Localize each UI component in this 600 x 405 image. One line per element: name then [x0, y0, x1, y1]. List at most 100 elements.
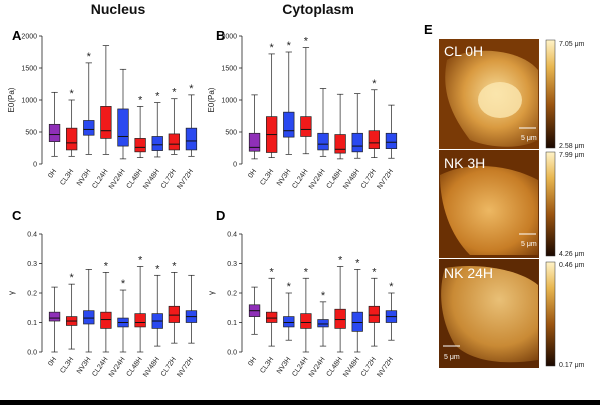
colorbar-2-top: 7.99 μm — [559, 152, 585, 159]
afm-label-3: NK 24H — [444, 265, 493, 281]
nucleus-title: Nucleus — [91, 1, 146, 17]
xtick-label: 0H — [247, 168, 258, 179]
significance-star: * — [270, 266, 275, 278]
afm-nucleus-1 — [478, 82, 522, 118]
colorbar-1-top: 7.05 μm — [559, 41, 585, 48]
panel-b-ytick-label: 0 — [233, 162, 237, 169]
xtick-label: NV48H — [142, 168, 161, 191]
panel-d-ytick-label: 0.2 — [227, 291, 237, 298]
box-nv72h — [185, 127, 198, 151]
box-0h — [48, 311, 61, 322]
significance-star: * — [270, 42, 275, 54]
significance-star: * — [389, 281, 394, 293]
box-nv48h — [151, 136, 163, 151]
significance-star: * — [121, 278, 126, 290]
xtick-label: 0H — [47, 356, 58, 367]
significance-star: * — [70, 272, 75, 284]
box-cl48h — [334, 134, 346, 154]
box-cl72h — [368, 305, 380, 323]
box-cl24h — [100, 311, 112, 329]
significance-star: * — [172, 87, 177, 99]
xtick-label: NV72H — [376, 168, 395, 191]
xtick-label: NV3H — [276, 168, 292, 187]
panel-a-ytick-label: 500 — [25, 130, 37, 137]
xtick-label: NV24H — [308, 168, 327, 191]
box-cl72h — [168, 133, 180, 151]
box-cl72h — [368, 130, 380, 149]
panel-a-chart: A0500100015002000E0(Pa)0H*CL3H*NV3HCL24H… — [7, 28, 198, 191]
box-nv48h — [351, 132, 363, 153]
scale-label-2: 5 μm — [521, 241, 537, 248]
box-nv24h — [317, 319, 329, 328]
afm-cell-3 — [441, 265, 538, 363]
panel-d-ylabel: γ — [207, 291, 216, 295]
cytoplasm-title: Cytoplasm — [282, 1, 354, 17]
box-nv72h — [385, 132, 398, 149]
box-cl24h — [100, 106, 112, 139]
xtick-label: NV48H — [342, 356, 361, 379]
panel-c-ytick-label: 0.2 — [27, 291, 37, 298]
box-cl48h — [134, 138, 146, 153]
panel-d-chart: D0.00.10.20.30.4γ0H*CL3H*NV3H*CL24H*NV24… — [207, 208, 398, 379]
panel-a-letter: A — [12, 28, 22, 43]
xtick-label: 0H — [47, 168, 58, 179]
box-nv24h — [317, 132, 329, 151]
box-0h — [248, 132, 261, 152]
significance-star: * — [338, 254, 343, 266]
significance-star: * — [304, 36, 309, 48]
panel-c-ytick-label: 0.0 — [27, 350, 37, 357]
xtick-label: CL3H — [259, 356, 275, 375]
box-nv24h — [117, 108, 129, 147]
afm-label-2: NK 3H — [444, 155, 485, 171]
scale-label-1: 5 μm — [521, 135, 537, 142]
significance-star: * — [287, 281, 292, 293]
xtick-label: CL3H — [259, 168, 275, 187]
scale-label-3: 5 μm — [444, 354, 460, 361]
panel-c-ytick-label: 0.1 — [27, 320, 37, 327]
significance-star: * — [138, 254, 143, 266]
box-cl3h — [266, 311, 278, 323]
panel-b-ytick-label: 2000 — [221, 34, 237, 41]
panel-b-ylabel: E0(Pa) — [207, 87, 216, 112]
significance-star: * — [372, 266, 377, 278]
box-nv3h — [283, 111, 295, 138]
xtick-label: NV72H — [176, 168, 195, 191]
significance-star: * — [138, 94, 143, 106]
box-cl48h — [334, 308, 346, 329]
significance-star: * — [70, 88, 75, 100]
significance-star: * — [372, 78, 377, 90]
panel-a-ytick-label: 1000 — [21, 98, 37, 105]
colorbar-3 — [545, 261, 556, 367]
panel-c-ytick-label: 0.4 — [27, 232, 37, 239]
box-cl24h — [300, 313, 312, 329]
xtick-label: NV72H — [176, 356, 195, 379]
xtick-label: NV48H — [142, 356, 161, 379]
xtick-label: NV3H — [76, 356, 92, 375]
afm-image-2: NK 3H 5 μm — [439, 150, 539, 258]
xtick-label: 0H — [247, 356, 258, 367]
xtick-label: CL3H — [59, 168, 75, 187]
panel-d-ytick-label: 0.0 — [227, 350, 237, 357]
significance-star: * — [355, 257, 360, 269]
panel-b-ytick-label: 500 — [225, 130, 237, 137]
colorbar-1 — [545, 39, 556, 149]
xtick-label: NV72H — [376, 356, 395, 379]
panel-a-ytick-label: 1500 — [21, 66, 37, 73]
xtick-label: NV24H — [108, 356, 127, 379]
panel-b-ytick-label: 1000 — [221, 98, 237, 105]
colorbar-2-bottom: 4.26 μm — [559, 251, 585, 258]
panel-b-chart: B0500100015002000E0(Pa)0H*CL3H*NV3H*CL24… — [207, 28, 398, 191]
panel-d-letter: D — [216, 208, 225, 223]
panel-a-ytick-label: 2000 — [21, 34, 37, 41]
box-nv48h — [351, 311, 363, 332]
panel-d-ytick-label: 0.3 — [227, 261, 237, 268]
panel-b-letter: B — [216, 28, 225, 43]
xtick-label: CL3H — [59, 356, 75, 375]
colorbar-2 — [545, 151, 556, 257]
xtick-label: NV24H — [308, 356, 327, 379]
box-0h — [48, 123, 61, 142]
box-cl72h — [168, 305, 180, 323]
